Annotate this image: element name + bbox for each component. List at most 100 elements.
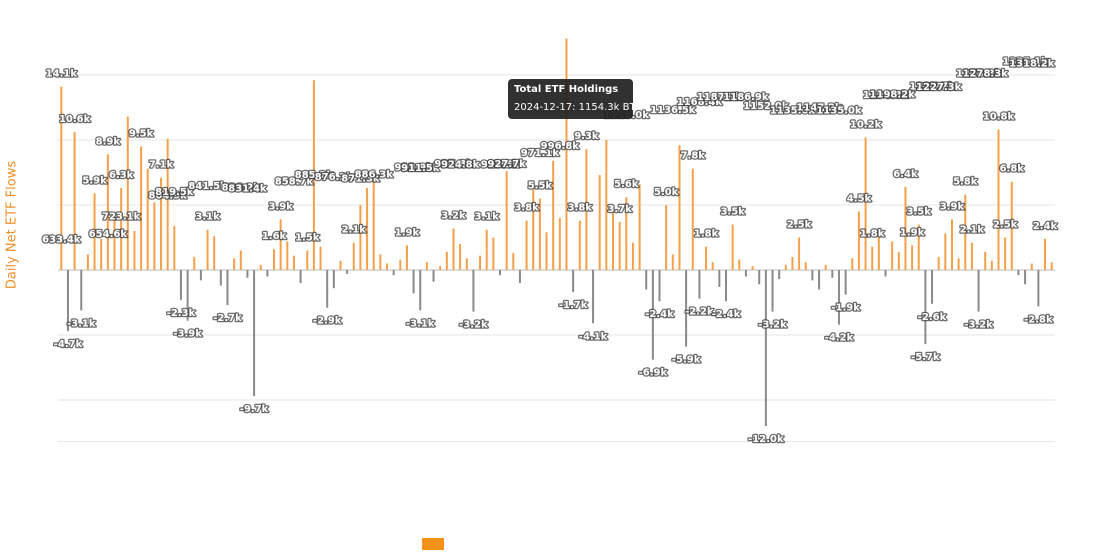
holdings-label: 1168.4k: [677, 97, 723, 108]
tooltip: Total ETF Holdings 2024-12-17: 1154.3k BT…: [508, 79, 642, 119]
bar: [412, 270, 415, 294]
bar: [399, 259, 402, 270]
bar: [80, 270, 83, 311]
bar: [884, 270, 887, 277]
holdings-label: 911.5k: [401, 163, 440, 174]
bar: [917, 224, 920, 270]
data-label: 1.9k: [900, 227, 925, 238]
data-label: -2.8k: [1024, 314, 1053, 325]
bar: [432, 270, 435, 282]
bar: [173, 225, 176, 270]
bar: [897, 251, 900, 270]
bar: [499, 270, 502, 276]
holdings-label: 1186.9k: [723, 92, 769, 103]
bar: [864, 137, 867, 270]
holdings-label: 1227.3k: [916, 82, 962, 93]
data-label: -2.7k: [213, 313, 242, 324]
bar: [1017, 270, 1020, 276]
bar: [153, 202, 156, 270]
holdings-label: 996.8k: [541, 141, 580, 152]
bar: [372, 173, 375, 270]
data-label: -5.9k: [672, 355, 701, 366]
bar: [851, 258, 854, 270]
tooltip-title: Total ETF Holdings: [514, 84, 618, 95]
data-label: 3.5k: [907, 207, 932, 218]
data-label: 8.9k: [96, 136, 121, 147]
bar: [585, 149, 588, 270]
bar: [326, 270, 329, 308]
bar: [990, 260, 993, 270]
data-label: -6.9k: [639, 368, 668, 379]
bar: [472, 270, 475, 312]
data-label: -1.7k: [559, 300, 588, 311]
bar: [944, 233, 947, 270]
bar: [213, 236, 216, 270]
data-label: 7.8k: [681, 151, 706, 162]
bar: [665, 205, 668, 270]
bar: [106, 154, 109, 270]
bar: [824, 264, 827, 270]
grid: [58, 74, 1055, 443]
data-label: 9.5k: [129, 129, 154, 140]
bar: [691, 168, 694, 270]
bar: [957, 258, 960, 270]
bar: [1004, 237, 1007, 270]
data-label: 2.1k: [342, 225, 367, 236]
bar: [658, 270, 661, 302]
bar: [724, 270, 727, 302]
bar: [731, 224, 734, 270]
bar: [1030, 263, 1033, 270]
holdings-label: 633.4k: [42, 235, 81, 246]
data-label: 3.1k: [195, 212, 220, 223]
bar: [518, 270, 521, 283]
bar: [525, 220, 528, 270]
data-label: 2.4k: [1033, 221, 1058, 232]
bar: [618, 221, 621, 270]
bars: [60, 38, 1053, 426]
bar: [751, 266, 754, 270]
holdings-label: 1318.2k: [1009, 58, 1055, 69]
bar: [950, 219, 953, 270]
data-label: -3.2k: [758, 320, 787, 331]
data-label: -2.4k: [712, 309, 741, 320]
data-label: 14.1k: [46, 69, 78, 80]
data-label: 7.1k: [149, 160, 174, 171]
holdings-label: 927.8k: [434, 159, 473, 170]
bar: [964, 194, 967, 270]
bar: [505, 171, 508, 270]
data-label: -9.7k: [240, 404, 269, 415]
holdings-label: 1278.3k: [956, 69, 1002, 80]
bar: [359, 205, 362, 270]
holdings-label: 1278.3k: [963, 69, 1009, 80]
bar: [904, 186, 907, 270]
holdings-label: 1187.7k: [697, 92, 743, 103]
data-label: 5.8k: [953, 177, 978, 188]
bar: [924, 270, 927, 345]
holdings-label: 819.5k: [155, 187, 194, 198]
bar: [339, 260, 342, 270]
data-label: 3.1k: [475, 212, 500, 223]
data-label: -2.4k: [645, 309, 674, 320]
bar: [492, 237, 495, 270]
bar: [857, 211, 860, 270]
bar: [113, 216, 116, 270]
data-label: 1.9k: [395, 227, 420, 238]
bar: [538, 198, 541, 270]
bar: [685, 270, 688, 347]
bar: [611, 211, 614, 270]
data-label: -4.2k: [825, 333, 854, 344]
data-label: 3.2k: [441, 210, 466, 221]
bar: [93, 193, 96, 270]
bar: [445, 251, 448, 270]
data-label: 2.5k: [787, 220, 812, 231]
legend-swatch: [422, 538, 444, 550]
holdings-label: 1136.5k: [650, 105, 696, 116]
bar: [744, 270, 747, 277]
bar: [146, 168, 149, 270]
data-label: 6.8k: [1000, 164, 1025, 175]
bar: [166, 138, 169, 270]
bar: [1044, 238, 1047, 270]
holdings-label: 876.2k: [315, 172, 354, 183]
bar: [286, 241, 289, 270]
